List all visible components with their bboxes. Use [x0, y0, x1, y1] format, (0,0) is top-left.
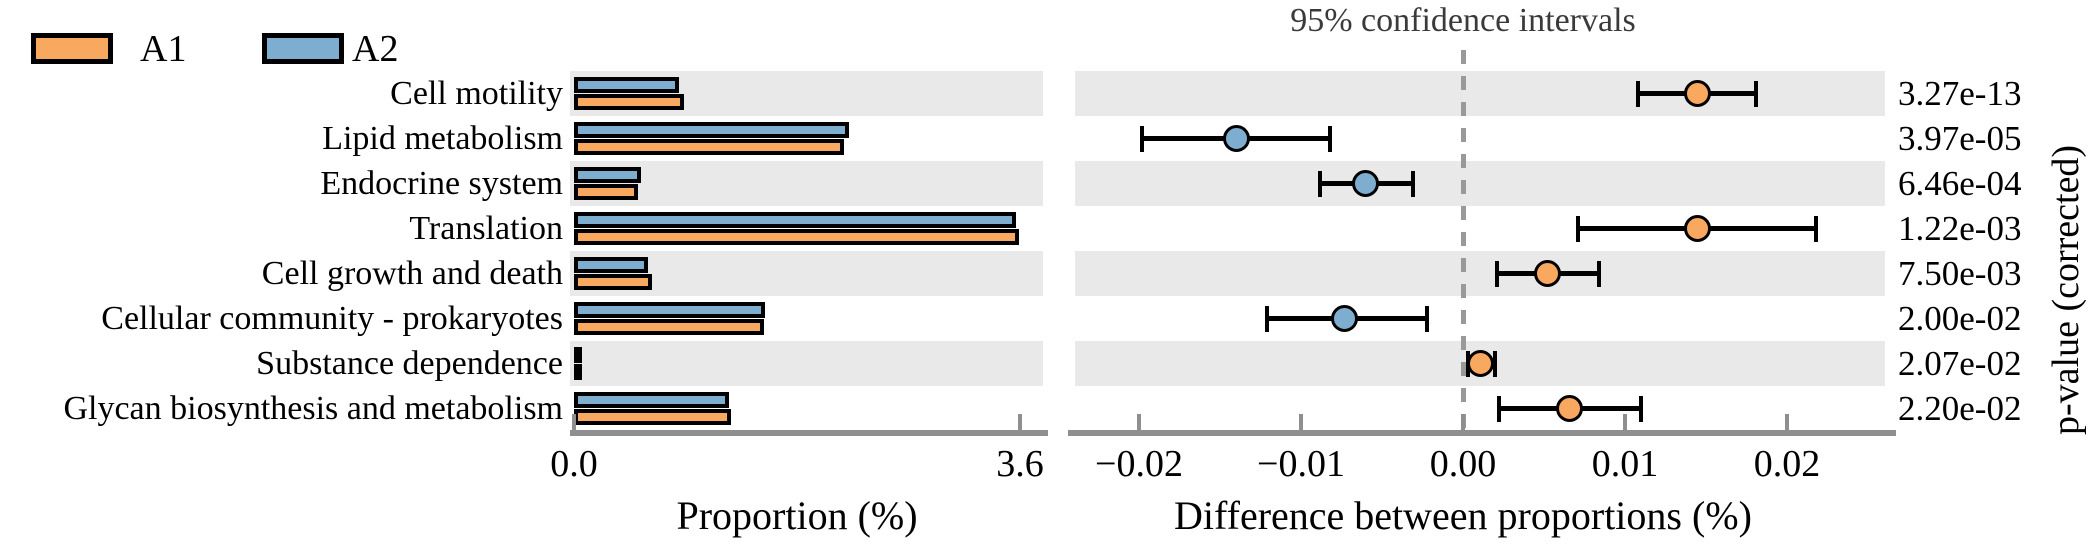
row-stripe-left	[570, 161, 1043, 206]
category-label: Glycan biosynthesis and metabolism	[63, 390, 563, 427]
difference-tick-3-mark	[1623, 414, 1627, 430]
proportion-bar-a2	[574, 257, 649, 273]
ci-cap-high	[1410, 170, 1415, 197]
category-label: Substance dependence	[256, 345, 563, 382]
difference-tick-4-mark	[1785, 414, 1789, 430]
proportion-bar-a1	[574, 139, 845, 155]
difference-tick-1-label: −0.01	[1257, 443, 1345, 485]
category-label: Cell motility	[390, 75, 563, 112]
difference-tick-2-label: 0.00	[1429, 443, 1497, 485]
ci-cap-low	[1140, 125, 1145, 152]
category-label: Translation	[409, 210, 563, 247]
ci-cap-low	[1318, 170, 1323, 197]
proportion-tick-1-mark	[1018, 414, 1022, 430]
category-label: Cellular community - prokaryotes	[101, 300, 563, 337]
difference-tick-3-label: 0.01	[1591, 443, 1659, 485]
difference-tick-0-mark	[1137, 414, 1141, 430]
category-label: Lipid metabolism	[322, 120, 563, 157]
proportion-tick-0-mark	[572, 414, 576, 430]
row-stripe-right	[1075, 161, 1885, 206]
ci-dot	[1331, 305, 1359, 332]
p-value: 2.00e-02	[1898, 299, 2022, 338]
ci-cap-low	[1496, 395, 1501, 422]
category-label: Cell growth and death	[261, 255, 563, 292]
difference-tick-0-label: −0.02	[1095, 443, 1183, 485]
proportion-bar-a1	[574, 364, 582, 380]
proportion-bar-a2	[574, 212, 1017, 228]
p-value: 3.27e-13	[1898, 74, 2022, 113]
p-value: 7.50e-03	[1898, 254, 2022, 293]
ci-cap-high	[1814, 215, 1819, 242]
proportion-bar-a2	[574, 122, 850, 138]
ci-panel-title: 95% confidence intervals	[1290, 2, 1636, 39]
difference-axis-line	[1068, 430, 1896, 436]
ci-dot	[1533, 260, 1561, 287]
ci-cap-high	[1493, 350, 1498, 377]
proportion-bar-a2	[574, 392, 729, 408]
proportion-bar-a2	[574, 167, 641, 183]
proportion-bar-a1	[574, 184, 639, 200]
p-value: 2.20e-02	[1898, 389, 2022, 428]
proportion-axis-line	[570, 430, 1048, 436]
p-value: 3.97e-05	[1898, 119, 2022, 158]
category-label: Endocrine system	[320, 165, 563, 202]
ci-cap-low	[1264, 305, 1269, 332]
p-value: 1.22e-03	[1898, 209, 2022, 248]
p-value: 2.07e-02	[1898, 344, 2022, 383]
ci-cap-high	[1754, 80, 1759, 107]
p-value: 6.46e-04	[1898, 164, 2022, 203]
proportion-axis-title: Proportion (%)	[676, 493, 918, 538]
row-stripe-left	[570, 341, 1043, 386]
ci-cap-high	[1328, 125, 1333, 152]
pvalue-axis-title: p-value (corrected)	[2045, 144, 2087, 436]
proportion-bar-a1	[574, 229, 1019, 245]
ci-cap-high	[1425, 305, 1430, 332]
proportion-bar-a1	[574, 319, 764, 335]
legend-label-a2: A2	[352, 28, 399, 70]
difference-tick-2-mark	[1461, 414, 1465, 430]
proportion-bar-a1	[574, 274, 653, 290]
difference-tick-4-label: 0.02	[1753, 443, 1821, 485]
proportion-bar-a2	[574, 347, 582, 363]
proportion-tick-0-label: 0.0	[550, 443, 598, 485]
ci-cap-high	[1639, 395, 1644, 422]
difference-tick-1-mark	[1299, 414, 1303, 430]
ci-cap-low	[1576, 215, 1581, 242]
legend-swatch-a1	[31, 33, 113, 64]
zero-reference-line	[1461, 50, 1466, 431]
proportion-bar-a1	[574, 409, 732, 425]
ci-cap-high	[1597, 260, 1602, 287]
proportion-tick-1-label: 3.6	[996, 443, 1044, 485]
legend-swatch-a2	[262, 33, 344, 64]
ci-dot	[1684, 80, 1712, 107]
ci-dot	[1467, 350, 1495, 377]
difference-axis-title: Difference between proportions (%)	[1174, 493, 1752, 538]
ci-cap-low	[1635, 80, 1640, 107]
row-stripe-right	[1075, 251, 1885, 296]
ci-dot	[1556, 395, 1584, 422]
proportion-bar-a1	[574, 94, 685, 110]
row-stripe-right	[1075, 71, 1885, 116]
ci-dot	[1684, 215, 1712, 242]
proportion-bar-a2	[574, 302, 765, 318]
ci-dot	[1222, 125, 1250, 152]
ci-cap-low	[1495, 260, 1500, 287]
proportion-bar-a2	[574, 77, 680, 93]
ci-dot	[1352, 170, 1380, 197]
legend-label-a1: A1	[140, 28, 187, 70]
